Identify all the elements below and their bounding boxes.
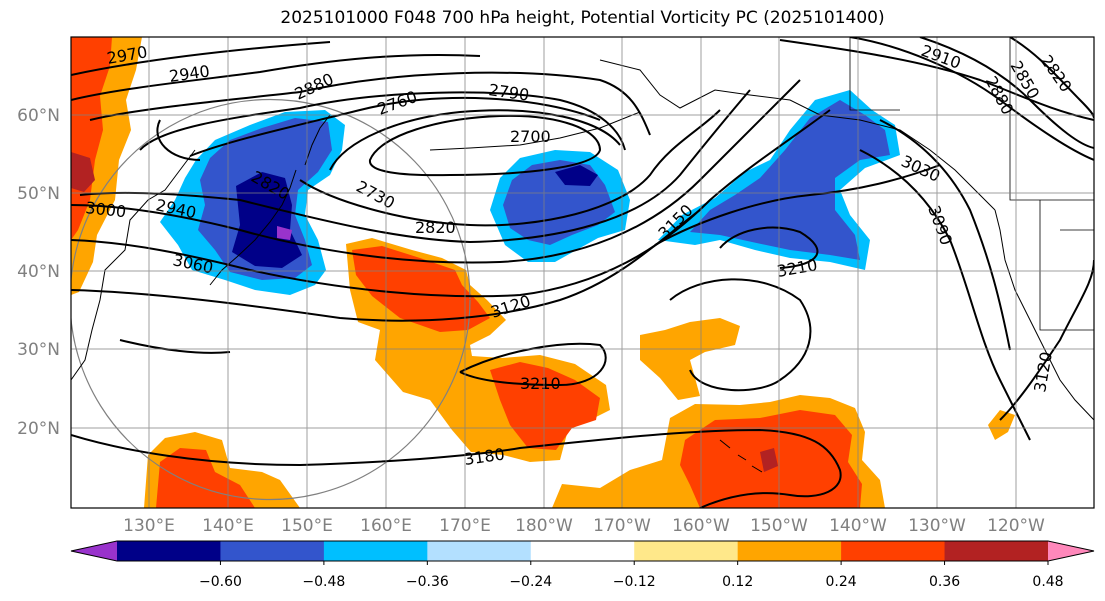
- colorbar-tick-label: 0.12: [722, 574, 753, 590]
- lon-label: 160°W: [672, 516, 730, 536]
- contour-3000: [71, 79, 801, 264]
- colorbar: −0.60 −0.48 −0.36 −0.24 −0.12 0.12 0.24 0.36 0.4…: [70, 540, 1095, 590]
- colorbar-tick-label: −0.48: [302, 574, 345, 590]
- colorbar-tick-label: 0.24: [826, 574, 857, 590]
- lon-label: 120°W: [987, 516, 1045, 536]
- hawaii: [719, 439, 763, 473]
- negative-pv-shading: [160, 90, 900, 295]
- lat-label: 60°N: [17, 106, 60, 126]
- map-frame: [70, 36, 1095, 509]
- canada-us-border: [849, 37, 900, 111]
- colorbar-tick-label: −0.60: [199, 574, 242, 590]
- colorbar-tick-label: 0.48: [1032, 574, 1063, 590]
- pv-region-east-max: [760, 448, 778, 472]
- contour-2880: [89, 71, 651, 136]
- coastlines: [71, 59, 1094, 473]
- colorbar-extend-high: [1048, 541, 1094, 561]
- contour-label: 2700: [510, 127, 551, 146]
- contour-2760: [189, 97, 601, 157]
- contour-2940: [79, 89, 751, 244]
- lon-label: 180°W: [515, 516, 573, 536]
- lon-label: 130°W: [908, 516, 966, 536]
- contour-2700: [369, 114, 602, 177]
- lat-label: 30°N: [17, 340, 60, 360]
- lon-label: 140°W: [829, 516, 887, 536]
- colorbar-cell: [737, 541, 842, 561]
- contour-3210-pacific: [459, 342, 607, 387]
- contour-small-loop-2: [119, 339, 231, 354]
- lon-label: 160°E: [360, 516, 412, 536]
- contour-3030: [879, 119, 1011, 351]
- colorbar-cell: [220, 541, 325, 561]
- contour-3120: [71, 209, 701, 322]
- japan-islands: [209, 169, 297, 286]
- colorbar-ticks: −0.60 −0.48 −0.36 −0.24 −0.12 0.12 0.24 0.36 0.4…: [199, 561, 1064, 590]
- contour-label: 3210: [520, 374, 561, 393]
- pv-region-japan-core: [232, 172, 302, 268]
- colorbar-tick-label: 0.36: [929, 574, 960, 590]
- gridlines: [71, 37, 1094, 508]
- map-area[interactable]: 2970 2940 2880 2760 2790 2700 2910 2820 …: [70, 37, 1094, 508]
- contour-2940-north: [71, 53, 481, 101]
- lat-label: 40°N: [17, 262, 60, 282]
- colorbar-cell: [117, 541, 221, 561]
- contour-3060: [71, 109, 831, 298]
- contour-2880-ne: [849, 37, 1094, 161]
- contour-3120-east: [999, 259, 1094, 421]
- contour-2910-ne: [779, 39, 1094, 121]
- contour-3210-loop: [669, 278, 812, 392]
- lon-label: 170°W: [593, 516, 651, 536]
- colorbar-tick-label: −0.24: [509, 574, 552, 590]
- na-west-coast: [994, 209, 1094, 421]
- alaska-coast: [599, 59, 996, 211]
- colorbar-cell: [530, 541, 635, 561]
- lon-label: 130°E: [123, 516, 175, 536]
- contour-2730: [329, 109, 621, 171]
- contour-label: 2820: [415, 218, 456, 237]
- contour-2820-ne: [1009, 37, 1094, 119]
- pv-region-east-spot: [988, 410, 1015, 440]
- pv-region-gulf: [690, 100, 890, 260]
- colorbar-cells: [71, 541, 1094, 561]
- pv-region-west-edge-max: [71, 152, 95, 192]
- colorbar-cell: [944, 541, 1049, 561]
- contour-3090: [859, 149, 1031, 441]
- pv-region-east-small: [640, 318, 740, 400]
- lon-label: 170°E: [439, 516, 491, 536]
- contour-2970: [71, 41, 331, 76]
- colorbar-cell: [634, 541, 739, 561]
- contour-2850-ne: [919, 37, 1094, 149]
- lon-label: 140°E: [202, 516, 254, 536]
- contour-2820-central: [299, 109, 721, 227]
- contour-3210-gulf: [719, 226, 819, 269]
- latitude-labels: 60°N 50°N 40°N 30°N 20°N: [17, 106, 60, 439]
- map-title: 2025101000 F048 700 hPa height, Potentia…: [280, 8, 885, 28]
- pv-region-dateline-core: [555, 165, 598, 186]
- colorbar-outline: [70, 540, 1095, 562]
- colorbar-cell: [841, 541, 946, 561]
- aleutians: [429, 111, 641, 151]
- lon-label: 150°E: [281, 516, 333, 536]
- height-contours: [71, 37, 1094, 508]
- longitude-labels: 130°E 140°E 150°E 160°E 170°E 180°W 170°…: [123, 516, 1045, 536]
- pv-region-japan-min: [277, 226, 292, 240]
- lat-label: 50°N: [17, 184, 60, 204]
- asia-coast: [71, 149, 196, 381]
- contour-3180: [71, 428, 842, 508]
- great-circle-ring: [71, 98, 471, 501]
- lat-label: 20°N: [17, 419, 60, 439]
- contour-label: 3000: [85, 198, 127, 221]
- colorbar-cell: [427, 541, 532, 561]
- colorbar-tick-label: −0.12: [613, 574, 656, 590]
- colorbar-extend-low: [71, 541, 117, 561]
- contour-2820-loop: [139, 91, 626, 151]
- pv-region-sw-core: [156, 448, 255, 508]
- lon-label: 150°W: [750, 516, 808, 536]
- contour-small-loop-1: [156, 119, 201, 161]
- colorbar-tick-label: −0.36: [406, 574, 449, 590]
- kamchatka: [304, 114, 331, 166]
- colorbar-cell: [323, 541, 428, 561]
